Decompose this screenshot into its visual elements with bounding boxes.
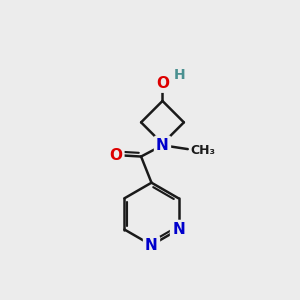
Text: CH₃: CH₃ xyxy=(191,144,216,157)
Text: N: N xyxy=(145,238,158,253)
Text: O: O xyxy=(109,148,122,163)
Text: O: O xyxy=(156,76,169,91)
Text: N: N xyxy=(172,222,185,237)
Text: H: H xyxy=(174,68,185,82)
Text: N: N xyxy=(156,138,169,153)
